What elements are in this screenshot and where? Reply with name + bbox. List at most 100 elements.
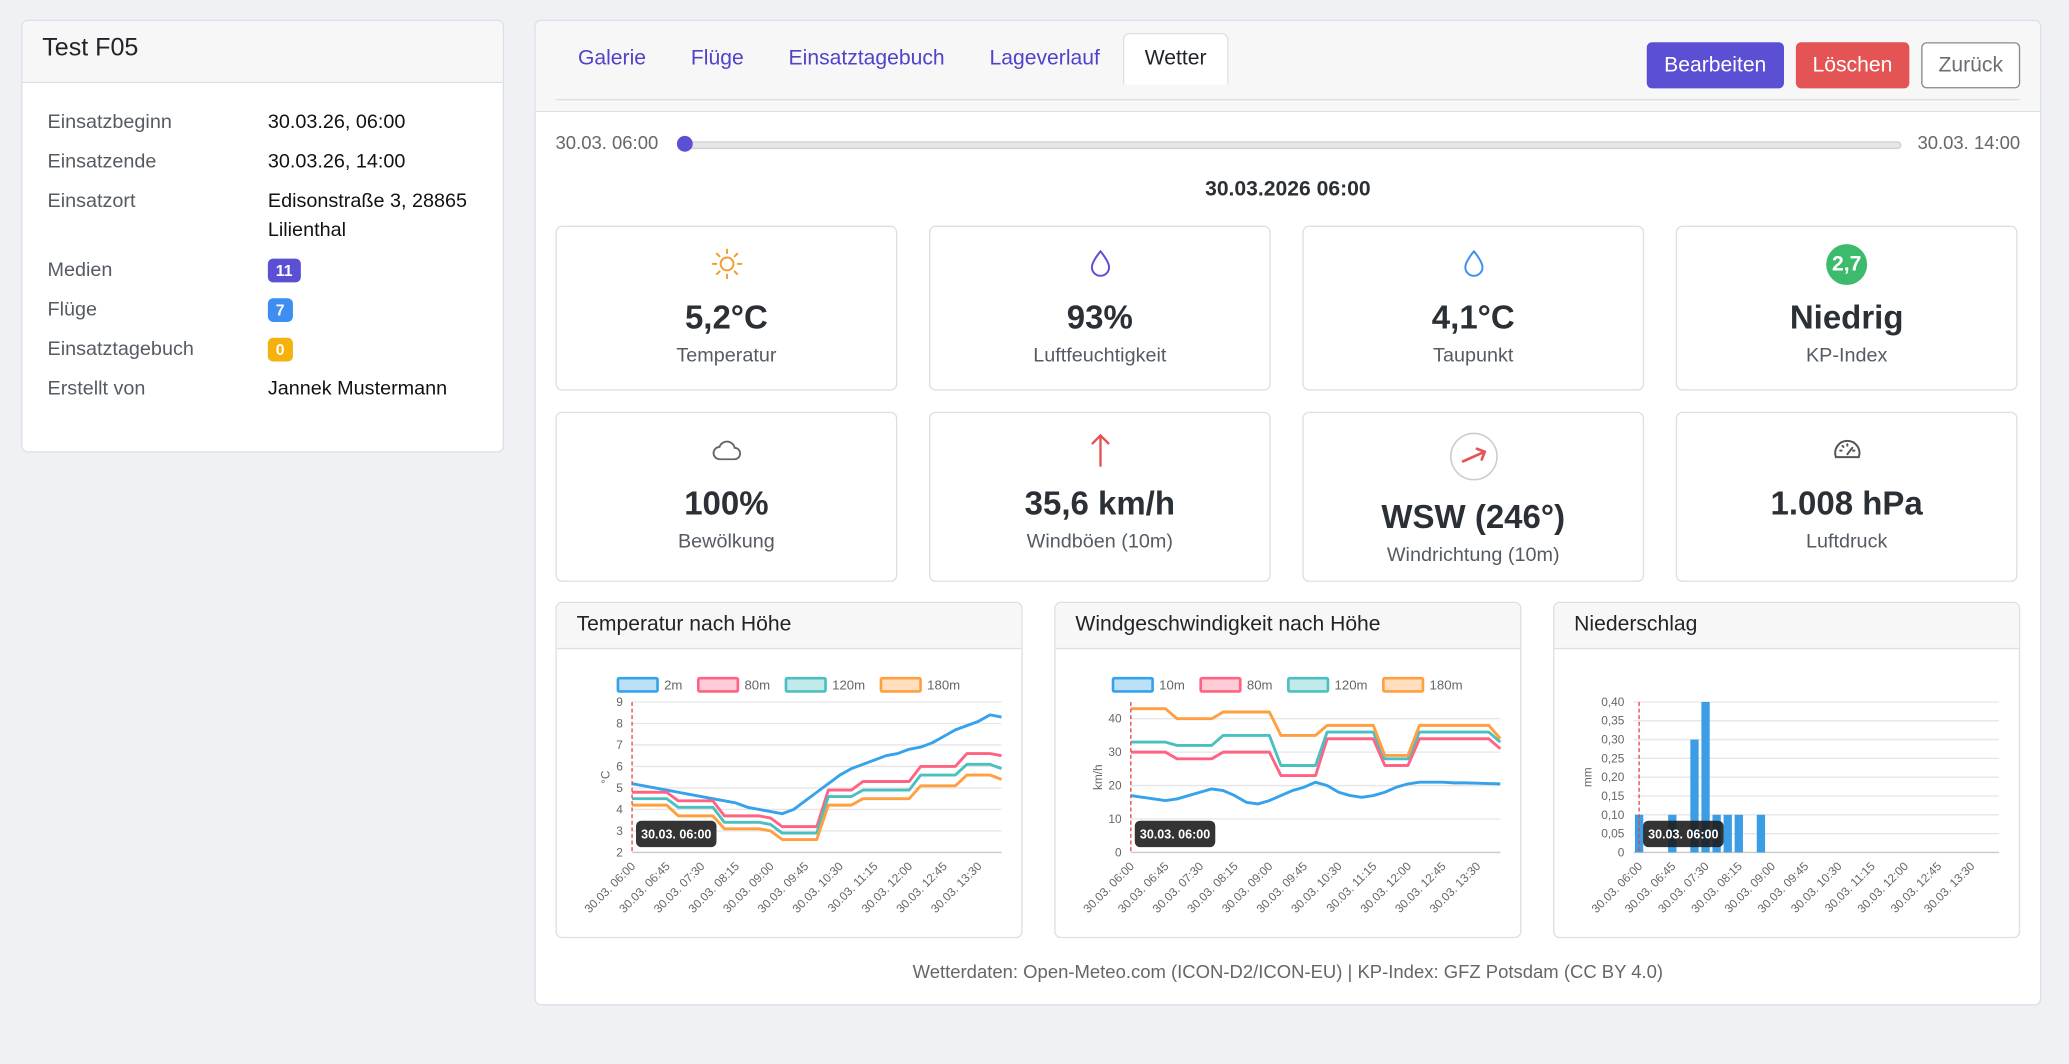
chart-card: Windgeschwindigkeit nach Höhe 0 10 20 30 40 km… (1054, 601, 1522, 939)
weather-card: 2,7 Niedrig KP-Index (1675, 225, 2018, 391)
count-badge: 0 (267, 337, 293, 362)
y-axis-title: km/h (1091, 764, 1105, 790)
weather-card: 35,6 km/h Windböen (10m) (928, 411, 1271, 582)
y-tick-label: 0,25 (1601, 751, 1624, 765)
gauge-icon (1833, 439, 1860, 459)
card-value: 93% (1066, 299, 1133, 337)
series-line (631, 713, 1002, 816)
card-value: 1.008 hPa (1770, 485, 1923, 523)
chart: 0 0,05 0,10 0,15 0,20 0,25 0,30 0,35 0,40 mm 30.03… (1580, 695, 2000, 916)
weather-card: WSW (246°) Windrichtung (10m) (1302, 411, 1645, 582)
legend-label: 80m (1247, 677, 1273, 692)
chart-title: Niederschlag (1554, 603, 2019, 650)
series-line (1130, 730, 1502, 767)
main-card: Galerie Flüge Einsatztagebuch Lageverlauf We… (534, 19, 2042, 1006)
chart-card: Temperatur nach Höhe 2 3 4 5 6 7 8 9 °C 30.03. 06:… (555, 601, 1023, 939)
timestamp: 30.03.2026 06:00 (1205, 178, 1371, 201)
chart-title: Windgeschwindigkeit nach Höhe (1055, 603, 1521, 650)
time-slider: 30.03. 06:00 30.03. 14:00 (556, 132, 2021, 156)
legend-item: 120m (1287, 676, 1368, 693)
tab[interactable]: Flüge (690, 47, 744, 70)
info-row: Erstellt von Jannek Mustermann (48, 369, 503, 409)
card-icon (1448, 431, 1498, 481)
card-value: 100% (684, 485, 769, 523)
legend-label: 120m (1335, 677, 1368, 692)
y-tick-label: 9 (616, 695, 623, 709)
card-label: KP-Index (1805, 344, 1888, 367)
legend-item: 2m (616, 676, 682, 693)
legend: 2m 80m 120m 180m (616, 676, 960, 693)
bar (1634, 814, 1644, 853)
card-label: Windböen (10m) (1026, 530, 1173, 553)
y-tick-label: 3 (616, 824, 623, 838)
tooltip-text: 30.03. 06:00 (1648, 828, 1718, 842)
info-value-cell: 7 (267, 296, 492, 325)
tab[interactable]: Lageverlauf (989, 47, 1100, 70)
y-tick-label: 20 (1108, 779, 1122, 793)
series-line (1130, 780, 1501, 806)
info-rows: Einsatzbeginn 30.03.26, 06:00 Einsatzende 3… (22, 83, 502, 409)
tab[interactable]: Galerie (577, 47, 647, 70)
info-label: Einsatzende (47, 150, 157, 173)
info-value: 30.03.26, 06:00 (267, 110, 406, 134)
info-label: Medien (47, 258, 113, 282)
y-tick-label: 5 (616, 781, 623, 795)
card-header: Galerie Flüge Einsatztagebuch Lageverlauf We… (535, 21, 2040, 113)
y-tick-label: 30 (1108, 745, 1122, 759)
info-label: Flüge (47, 298, 98, 321)
slider-thumb[interactable] (676, 135, 693, 152)
bar (1734, 814, 1743, 853)
legend-swatch (879, 676, 922, 693)
tooltip-text: 30.03. 06:00 (1140, 828, 1210, 842)
weather-card: 100% Bewölkung (555, 411, 898, 582)
series-line (632, 773, 1003, 841)
drop-icon (1090, 249, 1110, 277)
count-badge: 7 (267, 298, 293, 322)
legend: 10m 80m 120m 180m (1111, 676, 1463, 693)
card-value: 35,6 km/h (1024, 485, 1175, 523)
arrow-icon (1090, 433, 1109, 467)
count-badge: 11 (267, 258, 301, 283)
button[interactable]: Bearbeiten (1647, 42, 1784, 89)
button[interactable]: Zurück (1921, 42, 2021, 89)
legend-swatch (784, 676, 827, 693)
info-row: Flüge 7 (48, 290, 503, 330)
legend-swatch (1199, 676, 1242, 693)
weather-card: 93% Luftfeuchtigkeit (928, 225, 1271, 391)
button[interactable]: Löschen (1795, 42, 1910, 89)
card-label: Luftdruck (1805, 530, 1888, 553)
card-label: Windrichtung (10m) (1386, 543, 1560, 567)
y-tick-label: 8 (616, 716, 623, 730)
y-tick-label: 0 (1618, 845, 1625, 859)
y-tick-label: 0,30 (1601, 733, 1624, 747)
kp-badge: 2,7 (1826, 243, 1868, 285)
bar (1723, 814, 1732, 853)
card-icon (1084, 245, 1116, 282)
y-tick-label: 0,35 (1601, 714, 1624, 728)
y-tick-label: 0,05 (1601, 827, 1624, 841)
y-tick-label: 7 (616, 738, 623, 752)
tooltip-box (1643, 820, 1724, 848)
legend-label: 2m (664, 677, 682, 692)
info-title: Test F05 (22, 21, 503, 84)
tab[interactable]: Wetter (1122, 32, 1229, 85)
y-tick-label: 40 (1108, 712, 1122, 726)
info-row: Einsatzbeginn 30.03.26, 06:00 (48, 103, 503, 143)
slider-track[interactable] (684, 141, 1902, 150)
info-value-cell: 11 (267, 256, 492, 285)
tab[interactable]: Einsatztagebuch (788, 47, 945, 70)
card-icon (708, 431, 745, 468)
weather-card: 1.008 hPa Luftdruck (1675, 411, 2018, 582)
bar (1756, 814, 1766, 853)
info-label: Einsatztagebuch (47, 337, 194, 361)
card-value: Niedrig (1789, 299, 1904, 337)
buttons: Bearbeiten Löschen Zurück (1647, 42, 2021, 89)
weather-cards: 5,2°C Temperatur 93% Luftfeuchtigkeit 4,1°C T… (555, 225, 2021, 582)
legend-label: 180m (1430, 677, 1463, 692)
legend-swatch (1382, 676, 1425, 693)
legend-item: 120m (784, 676, 865, 693)
